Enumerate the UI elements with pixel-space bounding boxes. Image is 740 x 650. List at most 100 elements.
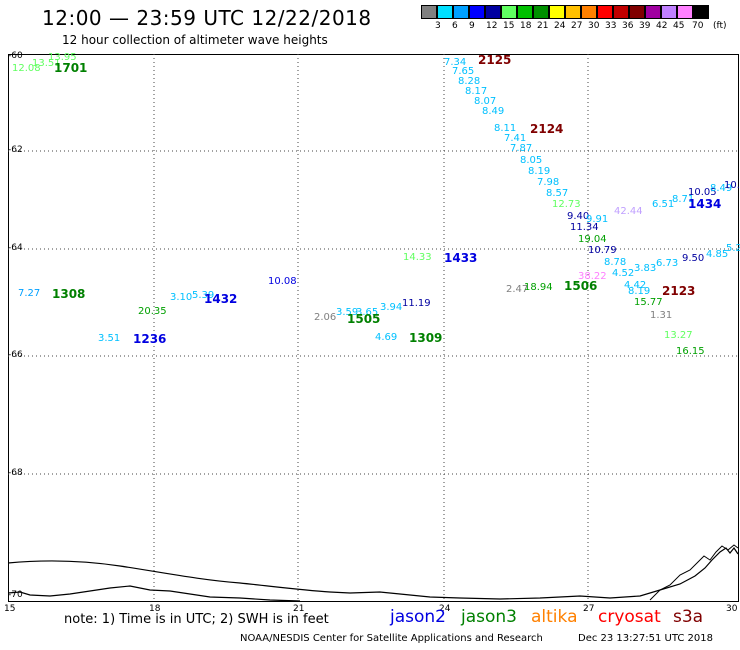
swh-value: 16.15 — [676, 346, 705, 357]
swh-value: 8.57 — [546, 188, 569, 199]
pass-time-label: 2125 — [478, 53, 512, 67]
swh-value: 9.50 — [682, 253, 705, 264]
legend-label: 70 — [692, 21, 704, 31]
lat-label: -64 — [8, 243, 23, 253]
swh-value: 15.77 — [634, 297, 663, 308]
legend-color-cell — [597, 5, 613, 19]
credit-line: NOAA/NESDIS Center for Satellite Applica… — [240, 633, 543, 644]
legend-label: 12 — [486, 21, 498, 31]
lon-label: 30 — [726, 604, 738, 614]
color-legend-labels: 3 6 9 12 15 18 21 24 27 30 33 36 39 42 45 70 (ft) — [421, 21, 740, 33]
legend-label: 36 — [622, 21, 634, 31]
swh-value: 1.31 — [650, 310, 673, 321]
pass-time-label: 1236 — [133, 332, 167, 346]
legend-label: 24 — [554, 21, 566, 31]
legend-color-cell — [677, 5, 693, 19]
swh-value: 5.39 — [192, 290, 215, 301]
map-subtitle: 12 hour collection of altimeter wave hei… — [62, 33, 328, 47]
pass-time-label: 1432 — [204, 292, 238, 306]
swh-value: 10.05 — [688, 187, 717, 198]
swh-value: 12.08 — [12, 63, 41, 74]
legend-label: 42 — [656, 21, 668, 31]
lat-label: -70 — [8, 590, 23, 600]
lon-label: 15 — [4, 604, 16, 614]
pass-time-label: 1701 — [54, 61, 88, 75]
legend-color-cell — [469, 5, 485, 19]
swh-value: 19.04 — [578, 234, 607, 245]
pass-time-label: 1505 — [347, 312, 381, 326]
map-frame — [8, 54, 739, 602]
lat-label: -68 — [8, 468, 23, 478]
swh-value: 8.19 — [628, 286, 651, 297]
lon-label: 27 — [583, 604, 595, 614]
swh-value: 8.28 — [458, 76, 481, 87]
lon-label: 18 — [149, 604, 161, 614]
legend-color-cell — [693, 5, 709, 19]
legend-color-cell — [581, 5, 597, 19]
swh-value: 4.85 — [706, 249, 729, 260]
pass-time-label: 1308 — [52, 287, 86, 301]
swh-value: 38.22 — [578, 271, 607, 282]
footer-note: note: 1) Time is in UTC; 2) SWH is in fe… — [64, 612, 329, 627]
swh-value: 8.07 — [474, 96, 497, 107]
legend-label: 27 — [571, 21, 583, 31]
swh-value: 3.10 — [170, 292, 193, 303]
legend-unit: (ft) — [713, 21, 727, 31]
lon-label: 24 — [439, 604, 451, 614]
swh-value: 3.59 — [336, 307, 359, 318]
legend-color-cell — [613, 5, 629, 19]
swh-value: 2.47 — [506, 284, 529, 295]
swh-value: 7.65 — [452, 66, 475, 77]
swh-value: 3.65 — [356, 307, 379, 318]
generated-timestamp: Dec 23 13:27:51 UTC 2018 — [578, 633, 713, 644]
swh-value: 13.27 — [664, 330, 693, 341]
graticule — [8, 54, 739, 602]
swh-value: 8.78 — [604, 257, 627, 268]
legend-label: 15 — [503, 21, 515, 31]
pass-time-label: 1433 — [444, 251, 478, 265]
legend-label: 9 — [469, 21, 475, 31]
swh-value: 6.51 — [652, 199, 675, 210]
swh-value: 8.71 — [672, 194, 695, 205]
legend-label: 18 — [520, 21, 532, 31]
swh-value: 8.11 — [494, 123, 517, 134]
swh-value: 2.06 — [314, 312, 337, 323]
swh-value: 20.35 — [138, 306, 167, 317]
swh-value: 3.83 — [634, 263, 657, 274]
swh-value: 9.91 — [586, 214, 609, 225]
swh-value: 4.42 — [624, 280, 647, 291]
swh-value: 5.2 — [726, 243, 740, 254]
legend-label: 33 — [605, 21, 617, 31]
legend-color-cell — [645, 5, 661, 19]
ice-shelf-edge — [649, 544, 739, 601]
legend-color-cell — [565, 5, 581, 19]
lat-label: -62 — [8, 145, 23, 155]
legend-color-cell — [485, 5, 501, 19]
lon-label: 21 — [293, 604, 305, 614]
swh-value: 7.98 — [537, 177, 560, 188]
legend-label: 21 — [537, 21, 549, 31]
pass-time-label: 1434 — [688, 197, 722, 211]
swh-value: 10.79 — [588, 245, 617, 256]
legend-color-cell — [437, 5, 453, 19]
swh-value: 11.34 — [570, 222, 599, 233]
swh-value: 7.87 — [510, 143, 533, 154]
legend-color-cell — [533, 5, 549, 19]
legend-label: 39 — [639, 21, 651, 31]
legend-color-cell — [661, 5, 677, 19]
swh-value: 9.40 — [567, 211, 590, 222]
legend-color-cell — [421, 5, 437, 19]
swh-value: 8.19 — [528, 166, 551, 177]
swh-value: 7.34 — [444, 57, 467, 68]
lat-label: -66 — [8, 350, 23, 360]
swh-value: 4.69 — [375, 332, 398, 343]
color-legend — [421, 5, 709, 19]
swh-value: 12.73 — [552, 199, 581, 210]
legend-label: 30 — [588, 21, 600, 31]
swh-value: 11.19 — [402, 298, 431, 309]
mission-altika: altika — [531, 607, 578, 627]
swh-value: 13.51 — [32, 58, 61, 69]
pass-time-label: 2124 — [530, 122, 564, 136]
swh-value: 8.49 — [710, 183, 733, 194]
